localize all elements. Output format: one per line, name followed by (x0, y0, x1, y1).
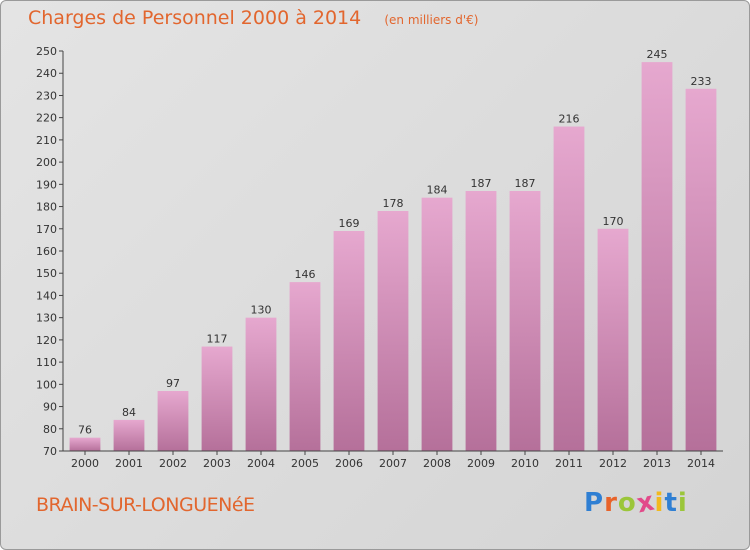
proxiti-logo: Proxiti (584, 486, 688, 519)
x-tick-label: 2006 (335, 457, 363, 470)
y-tick-label: 250 (36, 45, 57, 58)
x-tick-label: 2005 (291, 457, 319, 470)
bar (245, 317, 277, 451)
bar-value-label: 178 (383, 197, 404, 210)
bar-value-label: 187 (515, 177, 536, 190)
y-tick-label: 130 (36, 312, 57, 325)
x-tick-label: 2003 (203, 457, 231, 470)
commune-name: BRAIN-SUR-LONGUENéE (36, 494, 255, 516)
y-tick-label: 150 (36, 267, 57, 280)
bar (465, 191, 497, 451)
y-tick-label: 210 (36, 134, 57, 147)
logo-letter: i (677, 488, 688, 518)
chart-title: Charges de Personnel 2000 à 2014 (28, 7, 362, 29)
bar (421, 197, 453, 451)
y-tick-label: 120 (36, 334, 57, 347)
bars: 76 84 97 117 130 146 169 178 184 187 187 216 170 245 2… (69, 48, 717, 452)
y-tick-label: 90 (43, 401, 57, 414)
y-tick-label: 200 (36, 156, 57, 169)
bar (201, 346, 233, 451)
y-tick-label: 190 (36, 178, 57, 191)
bar-value-label: 170 (603, 215, 624, 228)
bar (685, 88, 717, 452)
x-tick-label: 2010 (511, 457, 539, 470)
bar-value-label: 146 (295, 268, 316, 281)
x-tick-label: 2001 (115, 457, 143, 470)
x-tick-label: 2000 (71, 457, 99, 470)
x-tick-label: 2004 (247, 457, 275, 470)
logo-letter: t (664, 488, 678, 518)
logo-letter: o (617, 488, 637, 518)
bar (157, 391, 189, 451)
y-tick-label: 220 (36, 112, 57, 125)
bar-value-label: 169 (339, 217, 360, 230)
logo-letter: r (604, 488, 618, 518)
y-tick-label: 140 (36, 289, 57, 302)
y-axis: 70 80 90 100 110 120 130 140 150 160 170 180 190 200 2… (36, 45, 64, 458)
x-tick-label: 2014 (687, 457, 715, 470)
bar (377, 211, 409, 451)
x-axis: 2000 2001 2002 2003 2004 2005 2006 2007 2008 2009… (63, 450, 723, 470)
y-tick-label: 230 (36, 89, 57, 102)
bar-value-label: 184 (427, 184, 448, 197)
x-tick-label: 2002 (159, 457, 187, 470)
bar-value-label: 84 (122, 406, 136, 419)
chart-subtitle: (en milliers d'€) (384, 13, 479, 27)
bar (553, 126, 585, 452)
bar-value-label: 245 (647, 48, 668, 61)
x-tick-label: 2012 (599, 457, 627, 470)
y-tick-label: 170 (36, 223, 57, 236)
y-tick-label: 160 (36, 245, 57, 258)
y-tick-label: 70 (43, 445, 57, 458)
bar-value-label: 233 (691, 75, 712, 88)
x-tick-label: 2008 (423, 457, 451, 470)
y-tick-label: 110 (36, 356, 57, 369)
x-tick-label: 2013 (643, 457, 671, 470)
y-tick-label: 80 (43, 423, 57, 436)
bar (113, 419, 145, 451)
bar-value-label: 76 (78, 424, 92, 437)
bar (597, 228, 629, 451)
y-tick-label: 180 (36, 201, 57, 214)
bar-value-label: 97 (166, 377, 180, 390)
bar-value-label: 216 (559, 113, 580, 126)
y-tick-label: 240 (36, 67, 57, 80)
logo-letter: P (584, 488, 605, 518)
bar (289, 282, 321, 451)
y-tick-label: 100 (36, 378, 57, 391)
logo-letter: i (654, 488, 665, 518)
bar (509, 191, 541, 451)
x-tick-label: 2007 (379, 457, 407, 470)
x-tick-label: 2009 (467, 457, 495, 470)
bar (333, 231, 365, 451)
title-row: Charges de Personnel 2000 à 2014 (en mil… (28, 7, 478, 29)
x-tick-label: 2011 (555, 457, 583, 470)
bar (69, 437, 101, 451)
bar-value-label: 130 (251, 304, 272, 317)
bar-value-label: 117 (207, 333, 228, 346)
bar-value-label: 187 (471, 177, 492, 190)
bar (641, 62, 673, 451)
